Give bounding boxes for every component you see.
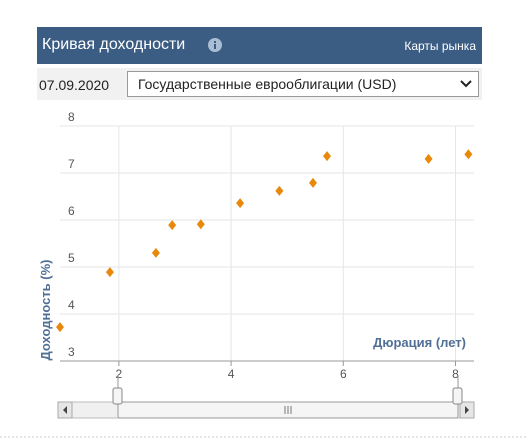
y-axis-label: Доходность (%) [38,259,53,360]
point [56,322,64,333]
point [323,151,332,162]
y-tick-label: 4 [68,298,75,312]
range-handle[interactable] [112,387,123,405]
date: 07.09.2020 [39,77,110,93]
point [309,177,317,188]
market-maps-link[interactable]: Карты рынка [404,39,476,53]
y-tick-label: 8 [68,110,75,124]
x-tick-label: 2 [116,367,123,381]
y-tick-label: 7 [68,157,75,171]
point [275,185,284,196]
x-axis-label: Дюрация (лет) [373,335,466,350]
point [464,149,473,160]
y-tick-label: 3 [68,345,75,359]
x-tick-label: 6 [340,367,347,381]
y-tick-label: 6 [68,204,75,218]
point [424,153,433,164]
controls: 07.09.2020 Государственные еврооблигации… [37,68,482,100]
chevron [460,80,472,88]
x-tick-label: 8 [452,367,459,381]
x-tick-label: 4 [228,367,235,381]
point [105,267,114,278]
point [196,219,205,230]
point [151,247,160,258]
select-value: Государственные еврооблигации (USD) [138,76,397,92]
header: Кривая доходности Карты рынка [37,27,482,64]
arrow-icon [63,406,67,414]
point [236,198,245,209]
bond-select[interactable]: Государственные еврооблигации (USD) [127,71,479,97]
scrollbar[interactable] [57,375,475,419]
range-handle[interactable] [452,387,463,405]
info-icon[interactable] [208,38,222,52]
y-tick-label: 5 [68,251,75,265]
header-title: Кривая доходности [42,36,186,53]
point [168,220,177,231]
grip [284,406,292,414]
arrow-icon [465,406,469,414]
